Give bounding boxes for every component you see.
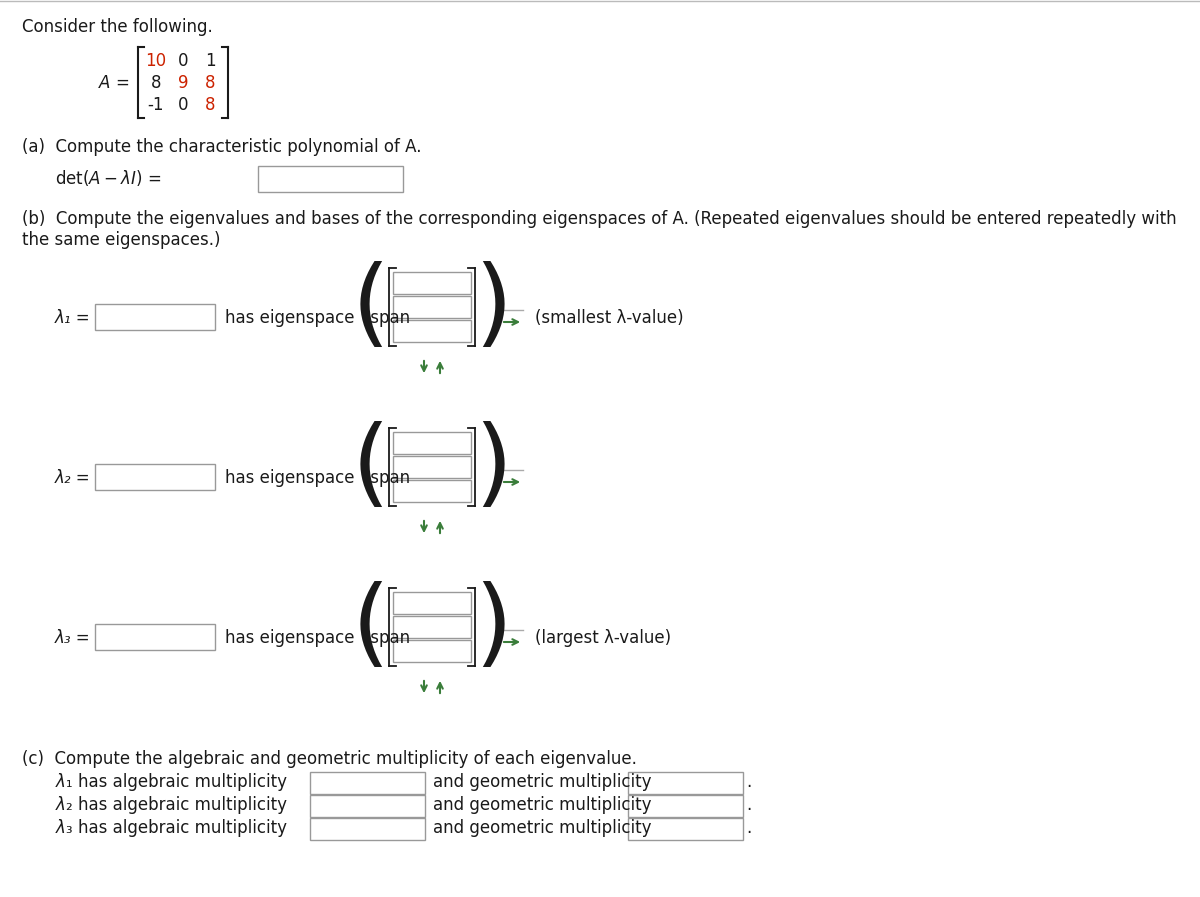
- Text: ): ): [474, 421, 512, 513]
- Text: (smallest λ-value): (smallest λ-value): [535, 309, 684, 327]
- Text: (: (: [352, 260, 390, 353]
- Text: (largest λ-value): (largest λ-value): [535, 629, 671, 647]
- Text: (: (: [352, 580, 390, 674]
- Text: has eigenspace   span: has eigenspace span: [226, 629, 410, 647]
- Text: and geometric multiplicity: and geometric multiplicity: [433, 796, 652, 814]
- Bar: [95, 624, 215, 650]
- Bar: [394, 592, 470, 614]
- Text: and geometric multiplicity: and geometric multiplicity: [433, 819, 652, 837]
- Bar: [394, 296, 470, 318]
- Bar: [628, 795, 743, 817]
- Text: has eigenspace   span: has eigenspace span: [226, 469, 410, 487]
- Text: $λ₁$: $λ₁$: [55, 773, 73, 791]
- Text: ): ): [474, 260, 512, 353]
- Text: 10: 10: [145, 52, 167, 70]
- Text: λ₂ =: λ₂ =: [55, 469, 91, 487]
- Bar: [394, 456, 470, 478]
- Text: has algebraic multiplicity: has algebraic multiplicity: [78, 773, 287, 791]
- Text: -1: -1: [148, 96, 164, 114]
- Text: (b)  Compute the eigenvalues and bases of the corresponding eigenspaces of A. (R: (b) Compute the eigenvalues and bases of…: [22, 210, 1177, 248]
- Bar: [310, 795, 425, 817]
- Bar: [394, 432, 470, 454]
- Text: $A$ =: $A$ =: [98, 74, 130, 91]
- Text: and geometric multiplicity: and geometric multiplicity: [433, 773, 652, 791]
- Bar: [258, 166, 403, 192]
- Text: has algebraic multiplicity: has algebraic multiplicity: [78, 796, 287, 814]
- Bar: [310, 818, 425, 840]
- Bar: [628, 772, 743, 794]
- Text: (c)  Compute the algebraic and geometric multiplicity of each eigenvalue.: (c) Compute the algebraic and geometric …: [22, 750, 637, 768]
- Text: 0: 0: [178, 96, 188, 114]
- Text: (a)  Compute the characteristic polynomial of A.: (a) Compute the characteristic polynomia…: [22, 138, 421, 156]
- Bar: [628, 818, 743, 840]
- Text: has eigenspace   span: has eigenspace span: [226, 309, 410, 327]
- Text: 8: 8: [151, 74, 161, 92]
- Text: Consider the following.: Consider the following.: [22, 18, 212, 36]
- Bar: [394, 640, 470, 662]
- Text: 8: 8: [205, 96, 215, 114]
- Text: (: (: [352, 421, 390, 513]
- Text: λ₃ =: λ₃ =: [55, 629, 91, 647]
- Text: .: .: [746, 796, 751, 814]
- Bar: [394, 616, 470, 638]
- Bar: [310, 772, 425, 794]
- Text: .: .: [746, 819, 751, 837]
- Text: $λ₃$: $λ₃$: [55, 819, 73, 837]
- Text: 9: 9: [178, 74, 188, 92]
- Text: .: .: [746, 773, 751, 791]
- Bar: [394, 320, 470, 342]
- Bar: [394, 480, 470, 502]
- Text: $λ₂$: $λ₂$: [55, 796, 73, 814]
- Text: $\det(A - \lambda I)$ =: $\det(A - \lambda I)$ =: [55, 168, 161, 188]
- Bar: [394, 272, 470, 294]
- Text: 0: 0: [178, 52, 188, 70]
- Text: 1: 1: [205, 52, 215, 70]
- Bar: [95, 464, 215, 490]
- Text: λ₁ =: λ₁ =: [55, 309, 91, 327]
- Text: 8: 8: [205, 74, 215, 92]
- Text: has algebraic multiplicity: has algebraic multiplicity: [78, 819, 287, 837]
- Bar: [95, 304, 215, 330]
- Text: ): ): [474, 580, 512, 674]
